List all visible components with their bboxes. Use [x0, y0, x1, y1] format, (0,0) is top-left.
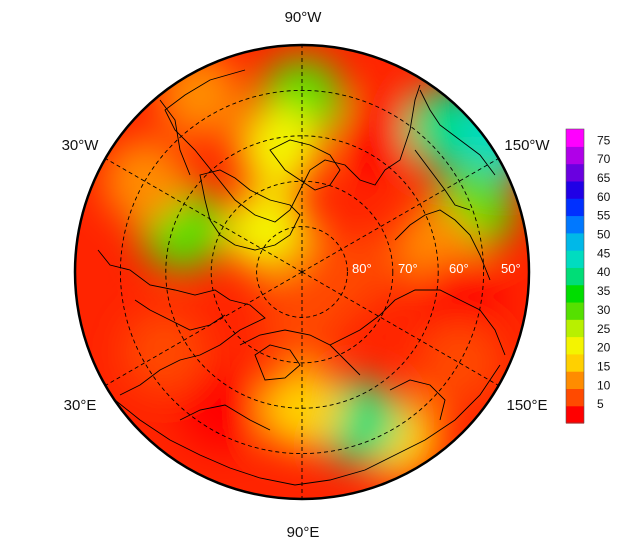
- meridian-30: [301, 271, 499, 386]
- colorbar-tick-55: 55: [597, 209, 611, 223]
- colorbar-tick-10: 10: [597, 378, 611, 392]
- colorbar-band-6: [566, 301, 584, 320]
- map-boundary: [73, 43, 531, 501]
- colorbar-band-12: [566, 198, 584, 217]
- colorbar-band-16: [566, 129, 584, 147]
- colorbar-tick-50: 50: [597, 228, 611, 242]
- lat-label-60: 60°: [449, 261, 469, 276]
- colorbar-tick-15: 15: [597, 360, 611, 374]
- graticule: [105, 45, 499, 499]
- field-cell-14: [122, 309, 207, 394]
- colorbar-band-0: [566, 405, 584, 424]
- longitude-labels: 90°W 30°W 150°W 30°E 150°E 90°E: [62, 9, 551, 541]
- lon-label-90w: 90°W: [285, 9, 323, 26]
- field-cell-2: [237, 104, 322, 189]
- meridian-150: [105, 271, 303, 386]
- colorbar-band-3: [566, 353, 584, 372]
- colorbar-tick-75: 75: [597, 133, 611, 147]
- colorbar-band-14: [566, 163, 584, 182]
- parallel-70: [210, 180, 394, 364]
- colorbar-tick-30: 30: [597, 303, 611, 317]
- field-cell-9: [417, 320, 502, 405]
- colorbar-frame: [565, 128, 585, 424]
- field-cell-3: [339, 92, 424, 177]
- colorbar-band-5: [566, 319, 584, 338]
- colorbar-band-15: [566, 146, 584, 165]
- colorbar: 5 10 15 20 25 30 35 40 45 50 55 60 65 70 75: [565, 128, 611, 424]
- colorbar-tick-35: 35: [597, 284, 611, 298]
- colorbar-band-4: [566, 336, 584, 355]
- field-cell-0: [225, 188, 309, 273]
- lat-label-80: 80°: [352, 261, 372, 276]
- colorbar-tick-65: 65: [597, 171, 611, 185]
- lon-label-90e: 90°E: [287, 524, 320, 541]
- field-cell-17: [157, 53, 242, 138]
- meridian--150: [105, 158, 303, 273]
- colorbar-band-1: [566, 388, 584, 407]
- lon-label-150e: 150°E: [506, 397, 547, 414]
- colorbar-band-10: [566, 232, 584, 251]
- lat-label-50: 50°: [501, 261, 521, 276]
- colorbar-band-7: [566, 284, 584, 303]
- lon-label-150w: 150°W: [504, 137, 550, 154]
- colorbar-tick-40: 40: [597, 265, 611, 279]
- lat-label-70: 70°: [398, 261, 418, 276]
- field-cell-13: [180, 367, 265, 452]
- colorbar-tick-70: 70: [597, 152, 611, 166]
- colorbar-band-8: [566, 267, 584, 286]
- colorbar-tick-45: 45: [597, 246, 611, 260]
- meridian--30: [301, 158, 499, 273]
- colorbar-band-2: [566, 371, 584, 390]
- colorbar-band-11: [566, 215, 584, 234]
- latitude-labels: 80° 70° 60° 50°: [352, 261, 521, 276]
- colorbar-tick-20: 20: [597, 341, 611, 355]
- lon-label-30e: 30°E: [64, 397, 97, 414]
- value-field: [75, 45, 529, 499]
- lon-label-30w: 30°W: [62, 137, 100, 154]
- colorbar-tick-5: 5: [597, 397, 604, 411]
- colorbar-tick-25: 25: [597, 322, 611, 336]
- colorbar-band-13: [566, 180, 584, 199]
- colorbar-tick-60: 60: [597, 190, 611, 204]
- colorbar-band-9: [566, 250, 584, 268]
- coastlines: [97, 69, 506, 486]
- parallel-50: [119, 89, 485, 455]
